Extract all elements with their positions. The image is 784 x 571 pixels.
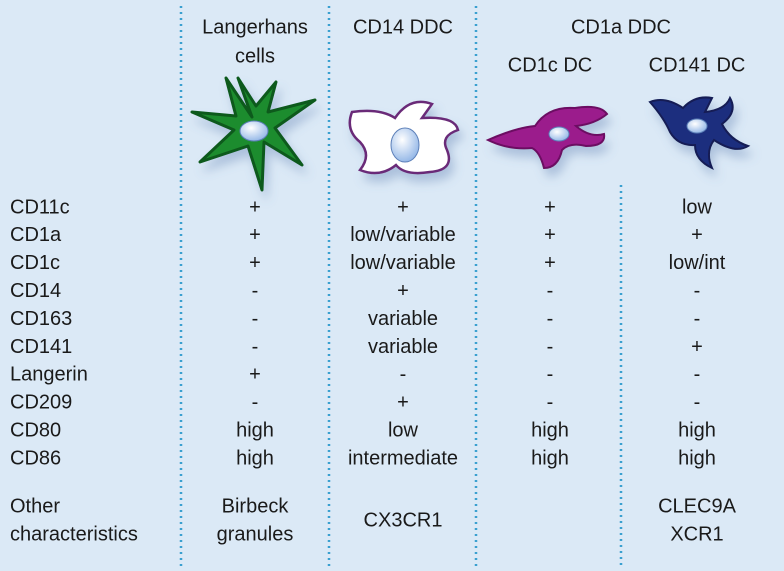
table-cell: + [397, 392, 409, 414]
table-cell: + [691, 224, 703, 246]
table-cell: - [694, 392, 701, 414]
column-header: Langerhans [202, 16, 308, 38]
row-label: CD11c [10, 196, 70, 218]
column-header: cells [235, 45, 275, 67]
table-cell: - [547, 336, 554, 358]
table-cell: + [397, 280, 409, 302]
table-cell: - [252, 280, 259, 302]
cd141-cell [648, 95, 751, 171]
row-label: CD86 [10, 447, 61, 469]
table-cell: low/variable [350, 252, 456, 274]
table-cell: + [397, 196, 409, 218]
table-cell: + [249, 196, 261, 218]
table-cell: + [249, 224, 261, 246]
table-cell: high [236, 419, 274, 441]
table-cell: low/variable [350, 224, 456, 246]
row-label: CD14 [10, 280, 61, 302]
column-header: CD1c DC [508, 54, 592, 76]
table-cell: high [531, 419, 569, 441]
table-cell: granules [217, 523, 294, 545]
table-cell: + [544, 252, 556, 274]
table-cell: - [252, 392, 259, 414]
langerhans-cell [190, 76, 317, 192]
cd1c-cell [485, 105, 609, 170]
table-cell: variable [368, 308, 438, 330]
table-cell: - [252, 336, 259, 358]
row-label: CD80 [10, 419, 61, 441]
table-cell: - [694, 364, 701, 386]
table-cell: CLEC9A [658, 495, 736, 517]
table-cell: - [547, 280, 554, 302]
table-cell: intermediate [348, 447, 458, 469]
row-label: CD209 [10, 392, 72, 414]
table-cell: - [694, 280, 701, 302]
table-cell: low [682, 196, 713, 218]
table-cell: XCR1 [670, 523, 723, 545]
table-cell: - [547, 364, 554, 386]
table-cell: Birbeck [222, 495, 290, 517]
row-label: CD1c [10, 252, 60, 274]
table-cell: + [249, 364, 261, 386]
table-cell: + [249, 252, 261, 274]
table-cell: low [388, 419, 419, 441]
table-cell: - [400, 364, 407, 386]
row-label: Other [10, 495, 60, 517]
column-header: CD141 DC [649, 54, 746, 76]
table-cell: CX3CR1 [364, 509, 443, 531]
table-cell: - [252, 308, 259, 330]
table-cell: high [678, 419, 716, 441]
table-cell: - [547, 392, 554, 414]
table-cell: high [236, 447, 274, 469]
table-cell: + [544, 224, 556, 246]
cd14-cell [348, 100, 460, 175]
table-cell: - [547, 308, 554, 330]
row-label: characteristics [10, 523, 138, 545]
row-label: CD163 [10, 308, 72, 330]
row-label: Langerin [10, 364, 88, 386]
table-cell: variable [368, 336, 438, 358]
table-cell: + [691, 336, 703, 358]
group-header: CD1a DDC [571, 16, 671, 38]
row-label: CD141 [10, 336, 72, 358]
table-cell: high [678, 447, 716, 469]
row-label: CD1a [10, 224, 62, 246]
table-cell: - [694, 308, 701, 330]
table-cell: + [544, 196, 556, 218]
column-header: CD14 DDC [353, 16, 453, 38]
table-cell: high [531, 447, 569, 469]
table-cell: low/int [669, 252, 726, 274]
